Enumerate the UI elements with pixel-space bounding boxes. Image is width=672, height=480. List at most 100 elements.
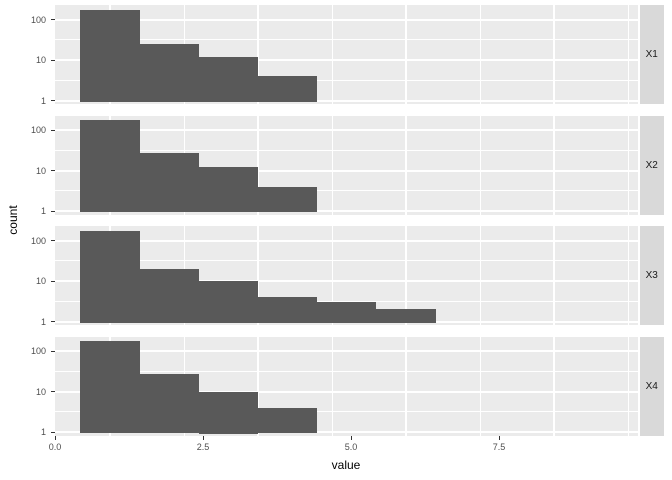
histogram-bar <box>376 309 436 323</box>
y-major-gridline <box>55 239 638 242</box>
histogram-bar <box>198 391 258 434</box>
y-minor-gridline <box>55 79 638 81</box>
x-tick-label: 0.0 <box>48 441 62 452</box>
y-major-gridline <box>55 280 638 282</box>
x-tick-mark <box>350 435 352 440</box>
x-minor-gridline <box>479 115 481 215</box>
y-major-gridline <box>55 350 638 352</box>
y-minor-gridline <box>55 411 638 413</box>
y-tick-label: 100 <box>30 346 46 356</box>
y-major-gridline <box>55 129 638 131</box>
x-tick-label: 5.0 <box>344 441 358 452</box>
histogram-bar <box>198 167 258 213</box>
x-major-gridline <box>257 226 259 325</box>
x-tick-label: 7.5 <box>492 441 506 452</box>
histogram-bar <box>258 407 318 434</box>
x-minor-gridline <box>331 226 333 325</box>
histogram-bar <box>258 297 318 323</box>
facet-strip-label: X4 <box>645 380 658 392</box>
y-tick-mark <box>51 210 55 212</box>
x-minor-gridline <box>479 226 481 325</box>
histogram-bar <box>80 340 140 434</box>
y-major-gridline <box>55 99 638 102</box>
y-major-gridline <box>55 390 638 393</box>
y-tick-label: 100 <box>30 235 46 246</box>
x-minor-gridline <box>479 336 481 436</box>
y-tick-mark <box>51 240 55 241</box>
x-major-gridline <box>553 115 555 215</box>
y-tick-label: 10 <box>35 55 46 65</box>
y-tick-mark <box>51 129 55 131</box>
y-tick-mark <box>51 170 55 171</box>
y-tick-label: 10 <box>35 276 46 286</box>
x-tick-mark <box>498 435 500 440</box>
x-tick-mark <box>54 435 56 440</box>
x-minor-gridline <box>331 5 333 104</box>
x-minor-gridline <box>627 115 629 215</box>
histogram-bar <box>198 56 258 102</box>
x-minor-gridline <box>479 5 481 104</box>
x-minor-gridline <box>331 115 333 215</box>
y-tick-mark <box>51 431 55 433</box>
x-major-gridline <box>405 115 407 215</box>
y-major-gridline <box>55 169 638 172</box>
histogram-bar <box>139 43 199 102</box>
y-major-gridline <box>55 210 638 212</box>
x-minor-gridline <box>627 226 629 325</box>
y-major-gridline <box>55 431 638 433</box>
facet-panel-X2 <box>55 115 638 215</box>
histogram-bar <box>139 153 199 213</box>
x-minor-gridline <box>627 336 629 436</box>
y-minor-gridline <box>55 370 638 372</box>
facet-panel-X4 <box>55 336 638 436</box>
x-major-gridline <box>257 115 259 215</box>
facet-strip-X4: X4 <box>639 336 664 436</box>
y-tick-mark <box>51 391 55 392</box>
x-major-gridline <box>257 5 259 104</box>
histogram-bar <box>139 268 199 323</box>
x-minor-gridline <box>331 336 333 436</box>
x-axis-title: value <box>331 458 361 472</box>
y-tick-mark <box>51 350 55 352</box>
y-tick-mark <box>51 19 55 20</box>
x-major-gridline <box>553 5 555 104</box>
x-tick-mark <box>202 435 204 440</box>
y-tick-label: 1 <box>40 95 46 106</box>
y-minor-gridline <box>55 149 638 151</box>
facet-strip-X2: X2 <box>639 115 664 215</box>
facet-strip-label: X3 <box>645 270 658 281</box>
y-minor-gridline <box>55 39 638 41</box>
x-major-gridline <box>405 226 407 325</box>
histogram-bar <box>80 231 140 323</box>
y-tick-label: 1 <box>40 316 46 327</box>
y-tick-mark <box>51 100 55 101</box>
histogram-bar <box>258 76 318 102</box>
x-tick-label: 2.5 <box>196 441 210 452</box>
x-major-gridline <box>553 336 555 436</box>
x-minor-gridline <box>627 5 629 104</box>
facet-panel-X3 <box>55 226 638 325</box>
y-tick-mark <box>51 59 55 61</box>
facet-strip-label: X2 <box>645 159 658 171</box>
y-tick-label: 100 <box>30 125 46 135</box>
y-tick-label: 1 <box>40 427 46 437</box>
y-minor-gridline <box>55 300 638 302</box>
y-tick-mark <box>51 280 55 282</box>
x-major-gridline <box>553 226 555 325</box>
histogram-bar <box>80 9 140 102</box>
facet-strip-label: X1 <box>645 49 658 60</box>
y-minor-gridline <box>55 190 638 192</box>
facet-strip-X1: X1 <box>639 5 664 104</box>
x-major-gridline <box>257 336 259 436</box>
y-major-gridline <box>55 18 638 21</box>
histogram-bar <box>139 374 199 434</box>
y-tick-label: 10 <box>35 165 46 176</box>
y-major-gridline <box>55 59 638 61</box>
histogram-bar <box>317 302 377 323</box>
y-minor-gridline <box>55 260 638 262</box>
y-tick-label: 100 <box>30 14 46 25</box>
facet-strip-X3: X3 <box>639 226 664 325</box>
histogram-bar <box>80 119 140 213</box>
y-tick-mark <box>51 321 55 322</box>
